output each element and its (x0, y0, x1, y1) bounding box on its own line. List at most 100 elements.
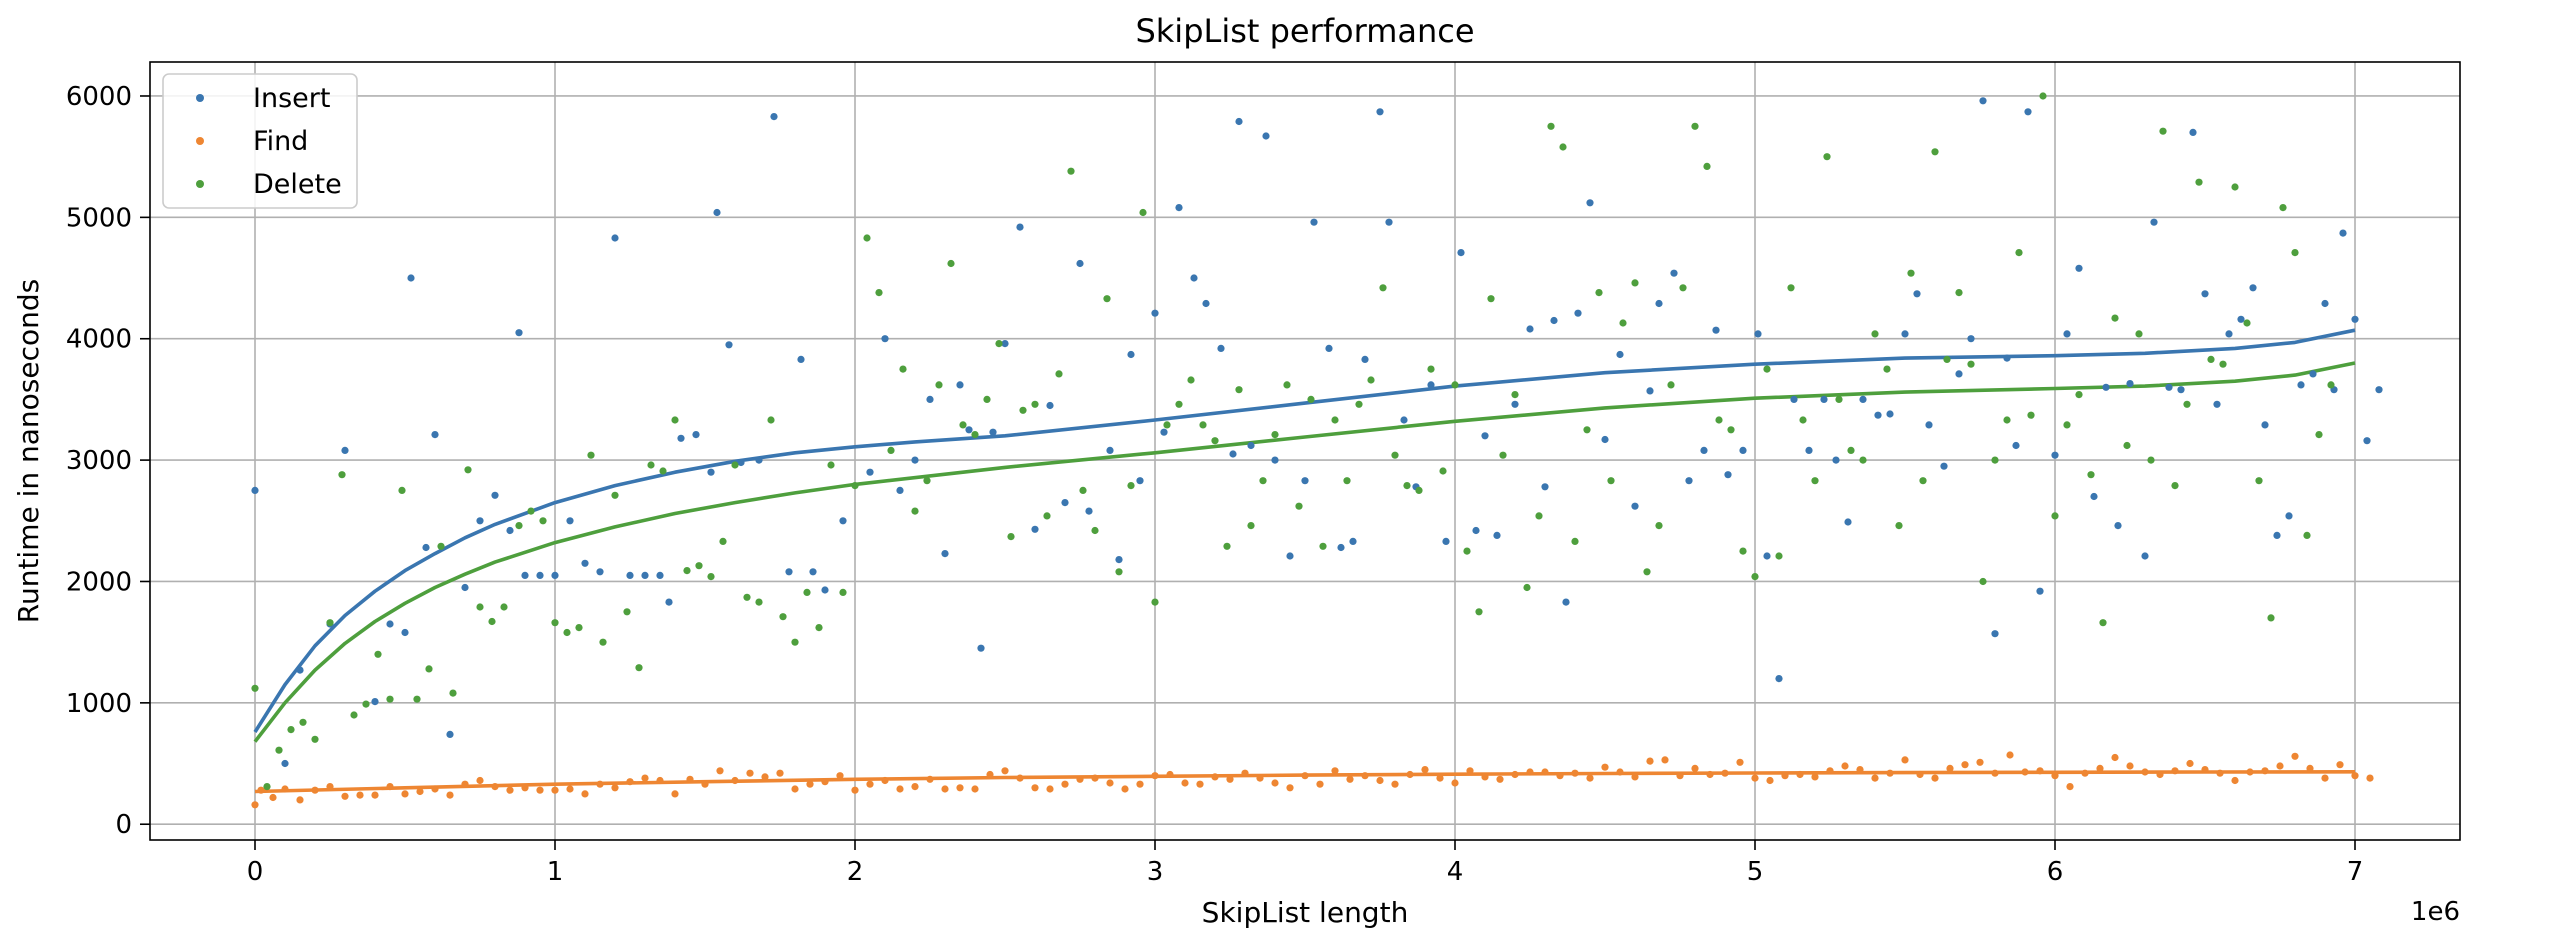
data-point-find (521, 784, 529, 792)
data-point-insert (1631, 502, 1639, 510)
data-point-delete (263, 783, 271, 791)
data-point-insert (626, 571, 634, 580)
data-point-find (2051, 772, 2059, 780)
data-point-insert (1247, 441, 1255, 450)
data-point-insert (476, 517, 484, 525)
trend-line-delete (253, 361, 2356, 743)
data-point-delete (1403, 482, 1411, 490)
data-point-delete (1703, 162, 1711, 170)
data-point-insert (2213, 400, 2221, 408)
data-point-find (656, 776, 664, 785)
data-point-delete (2267, 614, 2275, 622)
data-point-find (401, 790, 409, 798)
data-point-find (1886, 769, 1894, 777)
data-point-delete (2183, 400, 2191, 408)
data-point-find (1031, 784, 1039, 792)
data-point-find (671, 790, 679, 798)
data-point-insert (581, 559, 589, 567)
data-point-delete (863, 234, 871, 242)
data-point-delete (2159, 127, 2167, 135)
data-point-delete (1391, 451, 1399, 459)
data-point-delete (1571, 537, 1579, 546)
data-point-find (491, 783, 499, 791)
data-point-delete (1811, 477, 1819, 485)
legend-label-insert: Insert (253, 83, 330, 114)
data-point-insert (2051, 451, 2059, 459)
data-point-delete (437, 542, 445, 550)
data-point-find (1991, 769, 1999, 777)
data-point-insert (1361, 355, 1369, 363)
data-point-delete (1763, 365, 1771, 373)
data-point-delete (1127, 482, 1135, 490)
data-point-find (251, 801, 259, 809)
data-point-insert (797, 355, 805, 363)
data-point-insert (1886, 410, 1894, 418)
data-point-insert (2261, 421, 2269, 429)
data-point-delete (1943, 355, 1951, 363)
data-point-insert (407, 274, 415, 282)
data-point-find (1751, 774, 1759, 782)
data-point-delete (887, 446, 895, 454)
data-point-find (2006, 751, 2014, 759)
data-point-delete (1487, 295, 1495, 303)
data-point-find (1496, 775, 1504, 783)
data-point-delete (1271, 431, 1279, 439)
data-point-delete (1355, 400, 1363, 408)
data-point-insert (1574, 309, 1582, 317)
data-point-insert (2201, 290, 2209, 298)
data-point-delete (1727, 426, 1735, 434)
data-point-delete (299, 718, 307, 726)
data-point-find (566, 785, 574, 793)
data-point-insert (1031, 525, 1039, 533)
data-point-find (2306, 764, 2314, 773)
data-point-delete (875, 289, 883, 297)
data-point-delete (839, 588, 847, 597)
data-point-delete (527, 507, 535, 515)
data-point-delete (1091, 526, 1099, 535)
data-point-insert (707, 468, 715, 476)
data-point-find (386, 783, 394, 791)
data-point-delete (1751, 573, 1759, 581)
data-point-insert (2225, 330, 2233, 338)
data-point-find (1451, 779, 1459, 787)
data-point-delete (1259, 477, 1267, 485)
data-point-insert (1775, 675, 1783, 683)
data-point-insert (2273, 531, 2281, 540)
data-point-find (1211, 773, 1219, 781)
data-point-insert (1106, 446, 1114, 454)
data-point-delete (1859, 456, 1867, 464)
data-point-insert (989, 428, 997, 436)
data-point-find (746, 769, 754, 777)
data-point-find (626, 778, 634, 786)
data-point-find (1271, 779, 1279, 787)
data-point-delete (515, 522, 523, 530)
data-point-delete (476, 603, 484, 611)
data-point-find (356, 791, 364, 799)
data-point-insert (2036, 587, 2044, 595)
data-point-insert (2150, 218, 2158, 226)
legend-marker-find (196, 137, 204, 145)
data-point-insert (1061, 499, 1069, 507)
data-point-delete (1835, 395, 1843, 403)
data-point-insert (2024, 108, 2032, 116)
data-point-delete (815, 624, 823, 632)
data-point-delete (803, 588, 811, 597)
data-point-insert (386, 620, 394, 628)
data-point-insert (1646, 387, 1654, 395)
data-point-delete (1247, 522, 1255, 530)
x-axis-offset-text: 1e6 (2411, 897, 2460, 927)
data-point-delete (791, 638, 799, 646)
data-point-find (2351, 772, 2359, 780)
data-point-delete (2111, 314, 2119, 322)
data-point-insert (1190, 274, 1198, 282)
data-point-insert (1457, 249, 1465, 257)
data-point-insert (2285, 512, 2293, 520)
data-point-delete (1871, 330, 1879, 338)
data-point-insert (1562, 598, 1570, 606)
data-point-find (761, 773, 769, 781)
data-point-insert (1844, 518, 1852, 526)
data-point-find (1421, 766, 1429, 774)
data-point-insert (1616, 350, 1624, 359)
data-point-delete (350, 711, 358, 719)
data-point-insert (1790, 395, 1798, 403)
